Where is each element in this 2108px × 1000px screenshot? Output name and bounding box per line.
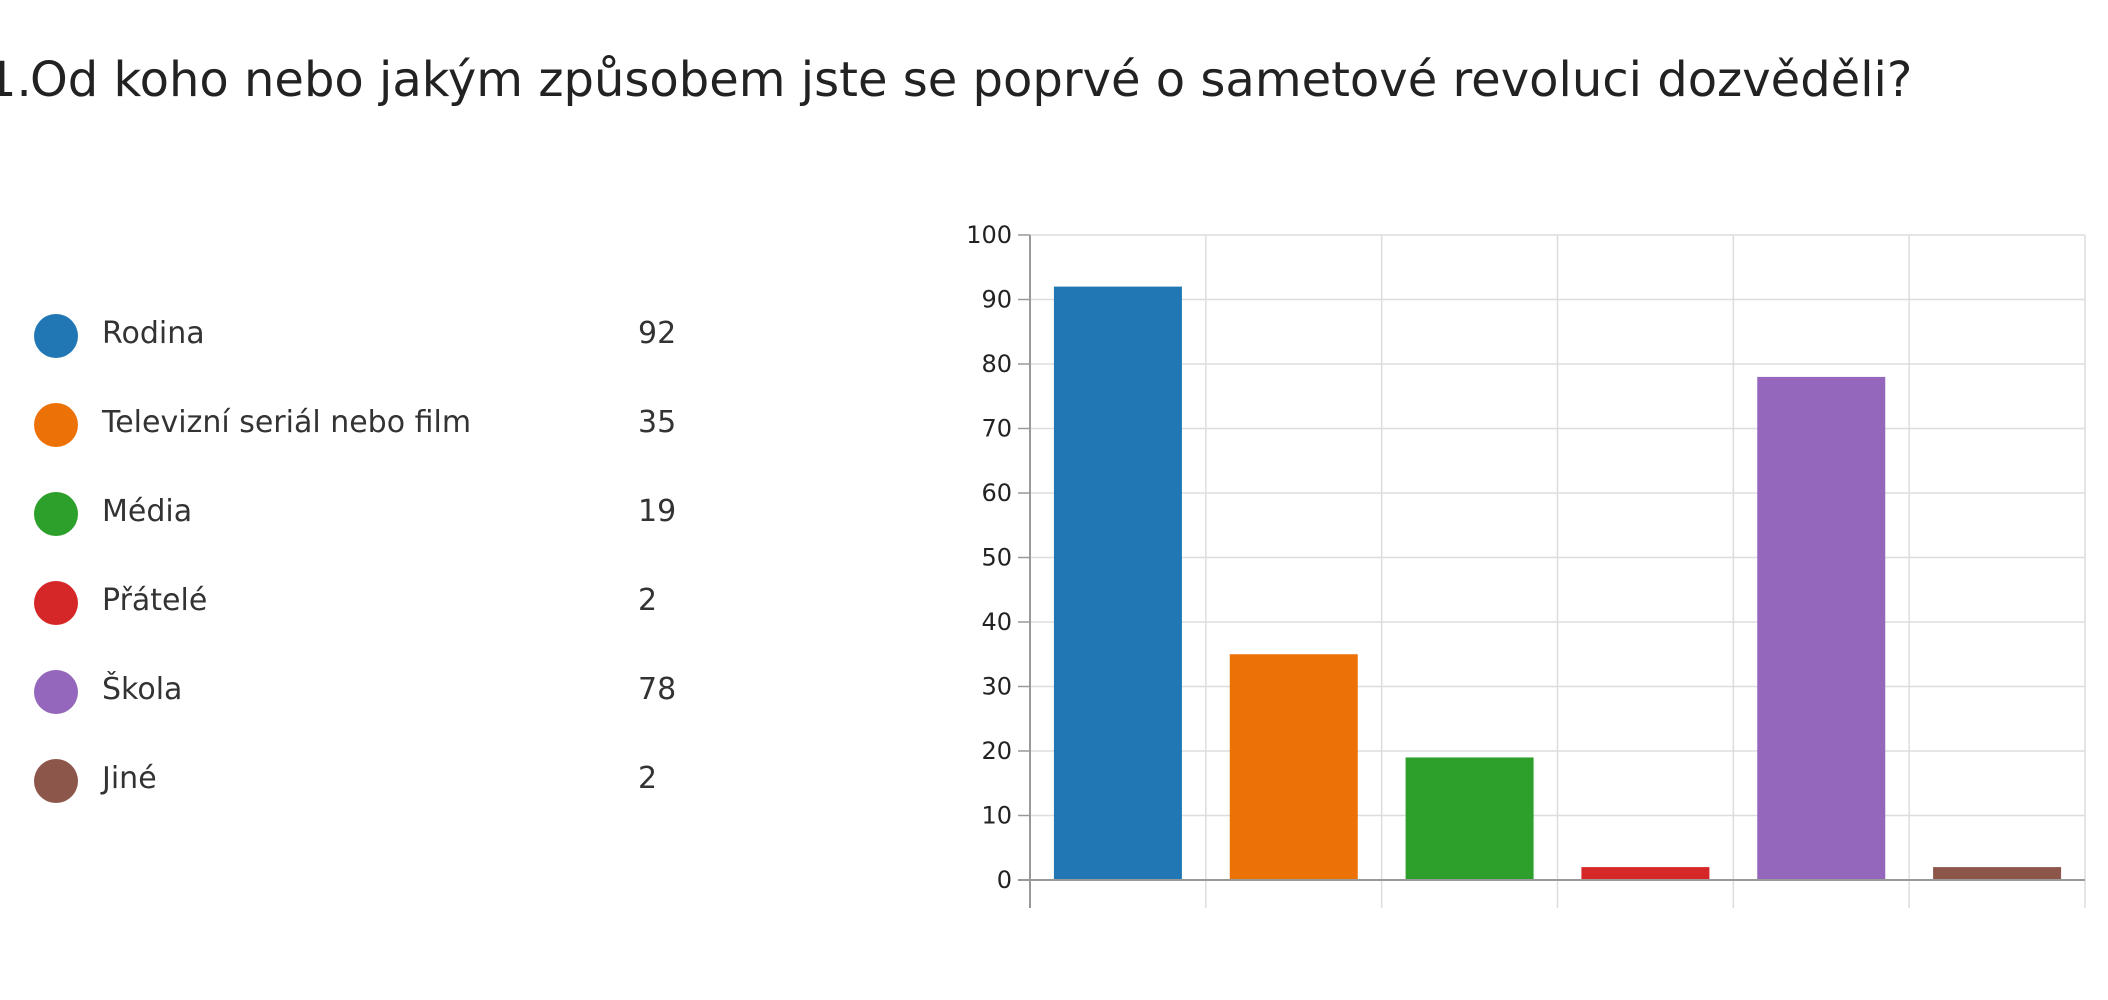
legend-color-dot bbox=[34, 581, 78, 625]
bar bbox=[1405, 757, 1534, 880]
legend-color-dot bbox=[34, 759, 78, 803]
legend-value: 2 bbox=[638, 583, 658, 618]
chart-legend: Rodina 92 Televizní seriál nebo film 35 … bbox=[34, 300, 694, 834]
y-tick-label: 80 bbox=[981, 350, 1012, 378]
y-tick-label: 50 bbox=[981, 544, 1012, 572]
question-title: 1.Od koho nebo jakým způsobem jste se po… bbox=[0, 52, 1912, 108]
y-tick-label: 100 bbox=[966, 221, 1012, 249]
legend-item-rodina: Rodina 92 bbox=[34, 300, 694, 389]
bar bbox=[1229, 654, 1358, 880]
y-tick-label: 30 bbox=[981, 673, 1012, 701]
legend-color-dot bbox=[34, 314, 78, 358]
legend-label: Média bbox=[102, 494, 193, 529]
question-text: Od koho nebo jakým způsobem jste se popr… bbox=[30, 52, 1913, 108]
legend-label: Škola bbox=[102, 672, 183, 707]
bar bbox=[1933, 867, 2062, 880]
y-tick-label: 10 bbox=[981, 802, 1012, 830]
y-tick-label: 20 bbox=[981, 737, 1012, 765]
legend-item-media: Média 19 bbox=[34, 478, 694, 567]
legend-label: Jiné bbox=[102, 761, 157, 796]
question-number: 1. bbox=[0, 52, 32, 108]
bar bbox=[1053, 286, 1182, 881]
y-tick-label: 60 bbox=[981, 479, 1012, 507]
legend-color-dot bbox=[34, 492, 78, 536]
legend-item-televizni-serial: Televizní seriál nebo film 35 bbox=[34, 389, 694, 478]
legend-value: 19 bbox=[638, 494, 677, 529]
legend-value: 2 bbox=[638, 761, 658, 796]
legend-label: Přátelé bbox=[102, 583, 208, 618]
y-tick-label: 0 bbox=[997, 866, 1012, 894]
legend-value: 78 bbox=[638, 672, 677, 707]
legend-value: 92 bbox=[638, 316, 677, 351]
bar bbox=[1581, 867, 1710, 880]
legend-value: 35 bbox=[638, 405, 677, 440]
y-tick-label: 40 bbox=[981, 608, 1012, 636]
legend-color-dot bbox=[34, 670, 78, 714]
y-tick-label: 90 bbox=[981, 286, 1012, 314]
legend-color-dot bbox=[34, 403, 78, 447]
y-tick-label: 70 bbox=[981, 415, 1012, 443]
legend-item-pratele: Přátelé 2 bbox=[34, 567, 694, 656]
legend-label: Televizní seriál nebo film bbox=[102, 405, 472, 440]
legend-item-jine: Jiné 2 bbox=[34, 745, 694, 834]
bar bbox=[1757, 376, 1886, 880]
legend-label: Rodina bbox=[102, 316, 205, 351]
legend-item-skola: Škola 78 bbox=[34, 656, 694, 745]
